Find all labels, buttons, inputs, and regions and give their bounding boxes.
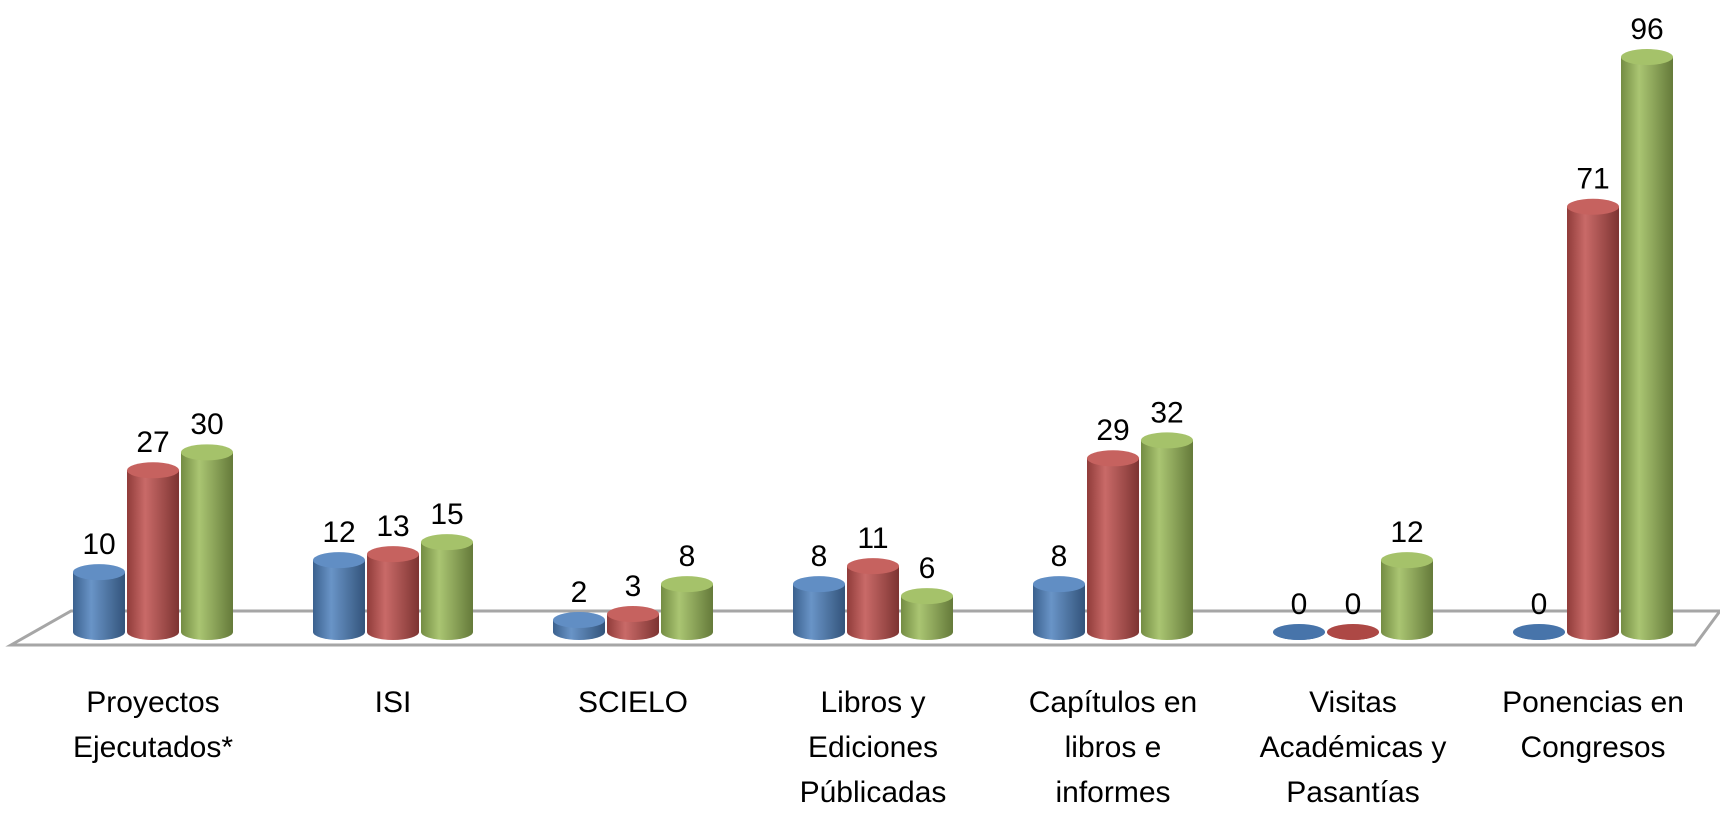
data-label: 30 — [190, 408, 223, 441]
bar-cap — [1513, 624, 1565, 640]
bar-cap — [793, 576, 845, 593]
data-label: 0 — [1531, 588, 1548, 621]
bar — [181, 452, 233, 640]
x-tick-label: Libros y Ediciones Públicadas — [799, 686, 947, 809]
bar-cap — [313, 552, 365, 569]
bar — [127, 470, 179, 640]
bar — [73, 572, 125, 640]
data-label: 0 — [1291, 588, 1308, 621]
bar — [1141, 440, 1193, 640]
bar-cap — [661, 576, 713, 593]
x-tick-label: SCIELO — [577, 686, 689, 719]
bar — [661, 584, 713, 640]
data-label: 13 — [376, 510, 409, 543]
x-tick-label: Ponencias en Congresos — [1502, 686, 1684, 764]
data-label: 8 — [811, 540, 828, 573]
bar — [367, 554, 419, 640]
data-label: 11 — [857, 522, 888, 555]
bar — [1087, 458, 1139, 640]
bar-cap — [1567, 198, 1619, 215]
x-tick-label: Proyectos Ejecutados* — [72, 686, 234, 764]
bar — [313, 560, 365, 640]
data-label: 3 — [625, 570, 642, 603]
bar-cap — [1033, 576, 1085, 593]
bar — [847, 566, 899, 640]
bar-cap — [1327, 624, 1379, 640]
floor — [5, 609, 1720, 647]
bar-cap — [1087, 450, 1139, 467]
bar — [1621, 57, 1673, 640]
data-label: 8 — [679, 540, 696, 573]
data-label: 6 — [919, 552, 936, 585]
bar-cap — [367, 546, 419, 563]
data-label: 2 — [571, 576, 588, 609]
bar-cap — [73, 564, 125, 581]
data-label: 29 — [1096, 414, 1129, 447]
data-label: 12 — [1390, 516, 1423, 549]
bar-cap — [553, 612, 605, 629]
bar-cap — [1381, 552, 1433, 569]
data-label: 71 — [1576, 163, 1609, 196]
data-label: 0 — [1345, 588, 1362, 621]
bar-cap — [847, 558, 899, 575]
bar-cap — [421, 534, 473, 551]
data-label: 27 — [136, 426, 169, 459]
data-label: 96 — [1630, 13, 1663, 46]
bar — [1381, 560, 1433, 640]
bar — [1567, 206, 1619, 641]
data-label: 15 — [430, 498, 463, 531]
bar — [1033, 584, 1085, 640]
bar-cap — [1621, 49, 1673, 65]
data-label: 8 — [1051, 540, 1068, 573]
x-tick-label: Visitas Académicas y Pasantías — [1259, 686, 1447, 809]
data-label: 10 — [82, 528, 115, 561]
data-label: 12 — [322, 516, 355, 549]
x-tick-label: Capítulos en libros e informes — [1028, 686, 1198, 809]
bar-cap — [1141, 432, 1193, 449]
data-label: 32 — [1150, 396, 1183, 429]
bar — [901, 596, 953, 640]
bar — [793, 584, 845, 640]
x-tick-label: ISI — [374, 686, 412, 719]
bar-cap — [1273, 624, 1325, 640]
bar-cap — [901, 588, 953, 605]
bar-cap — [127, 462, 179, 479]
bar-cap — [607, 606, 659, 623]
bar-cap — [181, 444, 233, 461]
bar — [421, 542, 473, 640]
